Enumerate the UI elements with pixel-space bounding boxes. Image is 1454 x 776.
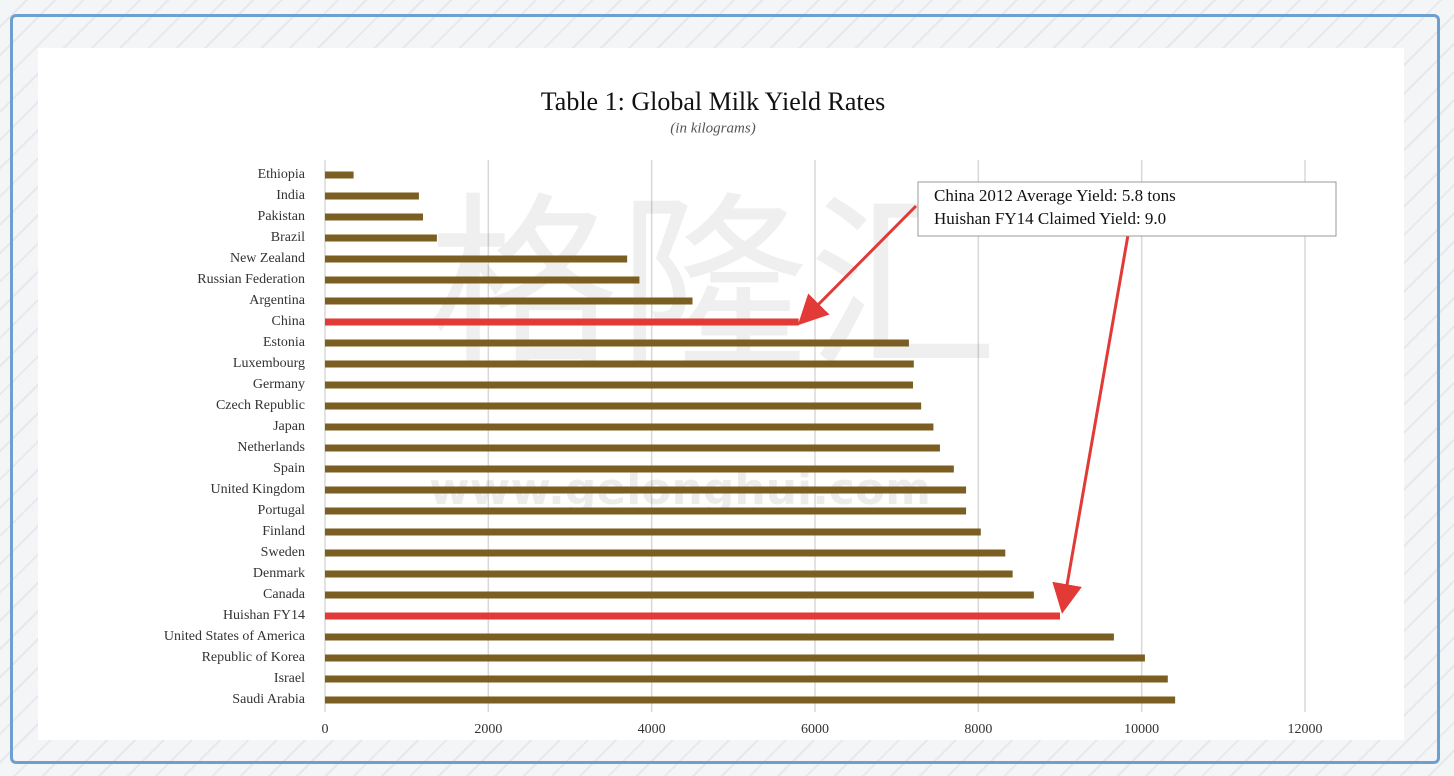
bar (325, 654, 1145, 662)
bar (325, 381, 913, 389)
bar (325, 675, 1168, 683)
y-tick-label: Portugal (258, 503, 306, 518)
y-tick-label: China (272, 314, 306, 329)
y-tick-label: Republic of Korea (202, 650, 306, 665)
x-tick-label: 8000 (964, 722, 992, 737)
y-tick-label: Russian Federation (197, 272, 305, 287)
bar (325, 444, 940, 452)
y-tick-label: Spain (273, 461, 305, 476)
y-tick-label: Estonia (263, 335, 306, 350)
bar (325, 255, 628, 263)
y-tick-label: Canada (263, 587, 306, 602)
y-tick-label: Argentina (249, 293, 306, 308)
y-tick-label: Saudi Arabia (232, 692, 305, 707)
y-tick-label: Finland (262, 524, 305, 539)
chart-background (38, 48, 1404, 740)
x-tick-label: 10000 (1124, 722, 1159, 737)
y-tick-label: Japan (273, 419, 305, 434)
chart-title: Table 1: Global Milk Yield Rates (541, 87, 886, 116)
bar (325, 423, 934, 431)
x-tick-label: 0 (322, 722, 329, 737)
bar (325, 486, 967, 494)
bar (325, 633, 1114, 641)
x-tick-label: 4000 (638, 722, 666, 737)
bar (325, 570, 1013, 578)
y-tick-label: Czech Republic (216, 398, 305, 413)
bar (325, 276, 640, 284)
watermark: 格隆汇 (428, 176, 998, 397)
bar (325, 549, 1006, 557)
bar (325, 612, 1060, 620)
chart-subtitle: (in kilograms) (670, 120, 755, 136)
bar (325, 465, 954, 473)
y-tick-label: United States of America (164, 629, 306, 644)
y-tick-label: Sweden (261, 545, 305, 560)
y-tick-label: India (276, 188, 306, 203)
y-tick-label: Luxembourg (233, 356, 305, 371)
bar (325, 402, 922, 410)
bar (325, 339, 909, 347)
y-tick-label: Israel (274, 671, 305, 686)
y-tick-label: Ethiopia (258, 167, 306, 182)
y-tick-label: Netherlands (237, 440, 305, 455)
x-tick-label: 12000 (1288, 722, 1323, 737)
bar (325, 234, 437, 242)
bar (325, 696, 1176, 704)
bar (325, 507, 967, 515)
y-tick-label: New Zealand (230, 251, 305, 266)
bar (325, 171, 354, 179)
annotation: China 2012 Average Yield: 5.8 tons (934, 186, 1176, 205)
arrow (797, 204, 918, 326)
y-tick-label: Denmark (253, 566, 305, 581)
annotation: Huishan FY14 Claimed Yield: 9.0 (934, 209, 1166, 228)
y-tick-label: Pakistan (258, 209, 305, 224)
bar (325, 297, 693, 305)
bar (325, 528, 981, 536)
frame (10, 14, 1440, 764)
y-tick-label: United Kingdom (211, 482, 306, 497)
bar (325, 591, 1034, 599)
bar (325, 213, 423, 221)
x-tick-label: 6000 (801, 722, 829, 737)
bar (325, 318, 799, 326)
bar (325, 360, 914, 368)
annotation-box (917, 181, 1337, 237)
x-tick-label: 2000 (474, 722, 502, 737)
y-tick-label: Germany (253, 377, 305, 392)
y-tick-label: Brazil (271, 230, 305, 245)
bar (325, 192, 419, 200)
arrow (1052, 234, 1130, 614)
y-tick-label: Huishan FY14 (223, 608, 305, 623)
